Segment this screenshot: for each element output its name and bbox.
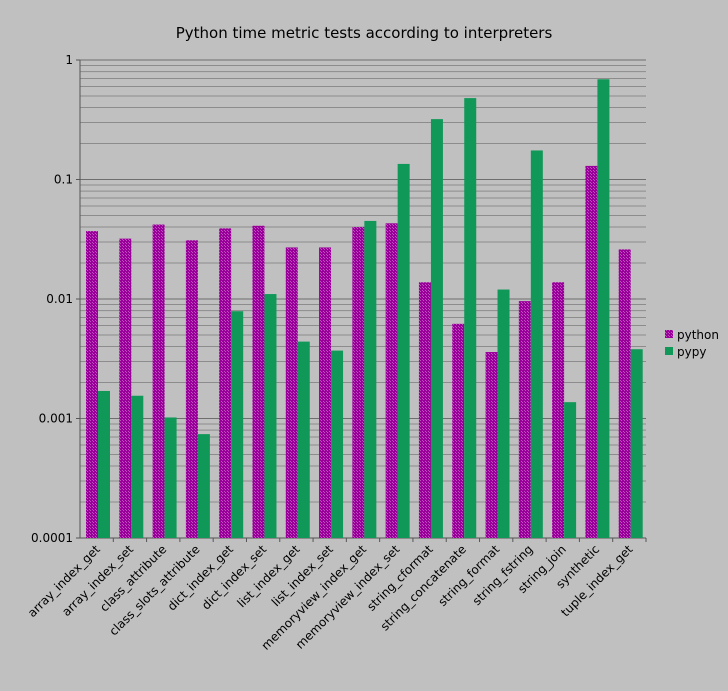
bar-python [418,282,431,538]
bar-pypy [364,220,377,538]
bar-python [452,323,465,538]
bar-python [385,223,398,538]
y-tick-label: 0.01 [46,292,73,306]
bar-python [219,228,232,538]
bar-python [86,231,98,538]
bar-python [252,225,265,538]
bar-pypy [530,150,543,538]
chart-title: Python time metric tests according to in… [176,24,553,42]
bar-pypy [231,311,244,538]
bar-pypy [464,98,477,538]
bar-python [152,224,165,538]
bar-python [352,227,365,538]
bar-python [585,165,598,538]
legend-label-python: python [677,328,719,342]
y-tick-label: 1 [65,53,73,67]
bar-pypy [197,434,210,538]
bar-python [285,247,298,538]
bar-pypy [264,294,277,538]
y-tick-label: 0.001 [39,412,73,426]
bar-python [185,240,198,538]
bar-pypy [497,289,510,538]
bar-python [319,247,332,538]
y-tick-label: 0.0001 [31,531,73,545]
bar-pypy [131,395,144,538]
bar-pypy [397,163,410,538]
bar-pypy [564,402,577,538]
legend-label-pypy: pypy [677,345,706,359]
bar-pypy [597,79,610,538]
legend: python pypy [665,328,719,359]
y-tick-label: 0.1 [54,173,73,187]
bar-pypy [164,417,177,538]
bar-pypy [297,341,310,538]
bar-pypy [430,119,443,538]
bar-python [485,352,498,538]
bar-python [618,249,631,538]
legend-swatch-pypy [665,347,673,355]
plot-area: 10.10.010.0010.0001array_index_getarray_… [25,53,647,653]
bar-python [119,238,132,538]
bar-python [552,282,565,538]
legend-swatch-python [665,330,673,338]
bar-pypy [630,349,643,538]
bar-pypy [98,390,110,538]
bar-pypy [331,350,344,538]
bar-python [518,301,531,538]
